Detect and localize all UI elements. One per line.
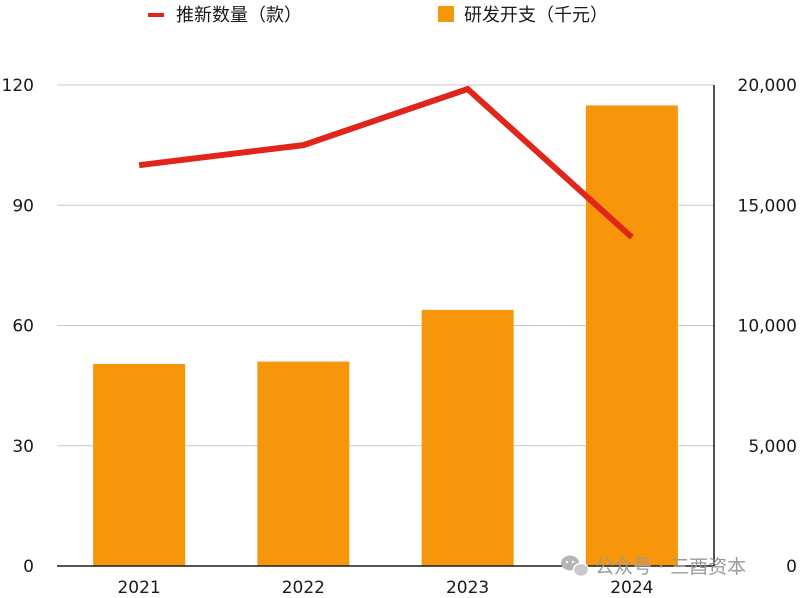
line-series	[138, 85, 634, 240]
left-tick-label: 60	[12, 317, 34, 337]
legend-label-line: 推新数量（款）	[176, 5, 302, 26]
right-tick-label: 10,000	[738, 317, 797, 337]
bar	[257, 361, 350, 566]
left-tick-label: 120	[2, 76, 34, 96]
left-tick-label: 90	[12, 196, 34, 216]
legend-label-bar: 研发开支（千元）	[464, 5, 608, 26]
legend: 推新数量（款） 研发开支（千元）	[148, 5, 608, 26]
bar	[93, 363, 186, 566]
bar	[421, 309, 514, 566]
left-tick-label: 30	[12, 437, 34, 457]
right-tick-label: 5,000	[748, 437, 797, 457]
left-axis-ticks: 0 30 60 90 120	[2, 76, 34, 577]
right-axis-ticks: 0 5,000 10,000 15,000 20,000	[738, 76, 797, 577]
wechat-icon	[561, 555, 590, 578]
right-tick-label: 20,000	[738, 76, 797, 96]
x-tick-label: 2023	[446, 578, 489, 598]
x-tick-label: 2022	[282, 578, 325, 598]
axes	[57, 85, 715, 567]
x-tick-label: 2021	[117, 578, 160, 598]
watermark-text: 公众号 · 三酉资本	[595, 556, 746, 578]
series-line	[138, 85, 634, 240]
x-axis-ticks: 2021 2022 2023 2024	[117, 578, 653, 598]
right-tick-label: 15,000	[738, 196, 797, 216]
bar-series	[93, 105, 678, 566]
bar	[585, 105, 678, 566]
legend-bar-swatch	[438, 6, 454, 22]
left-tick-label: 0	[23, 557, 34, 577]
x-tick-label: 2024	[610, 578, 653, 598]
right-tick-label: 0	[786, 557, 797, 577]
watermark: 公众号 · 三酉资本	[561, 555, 746, 578]
